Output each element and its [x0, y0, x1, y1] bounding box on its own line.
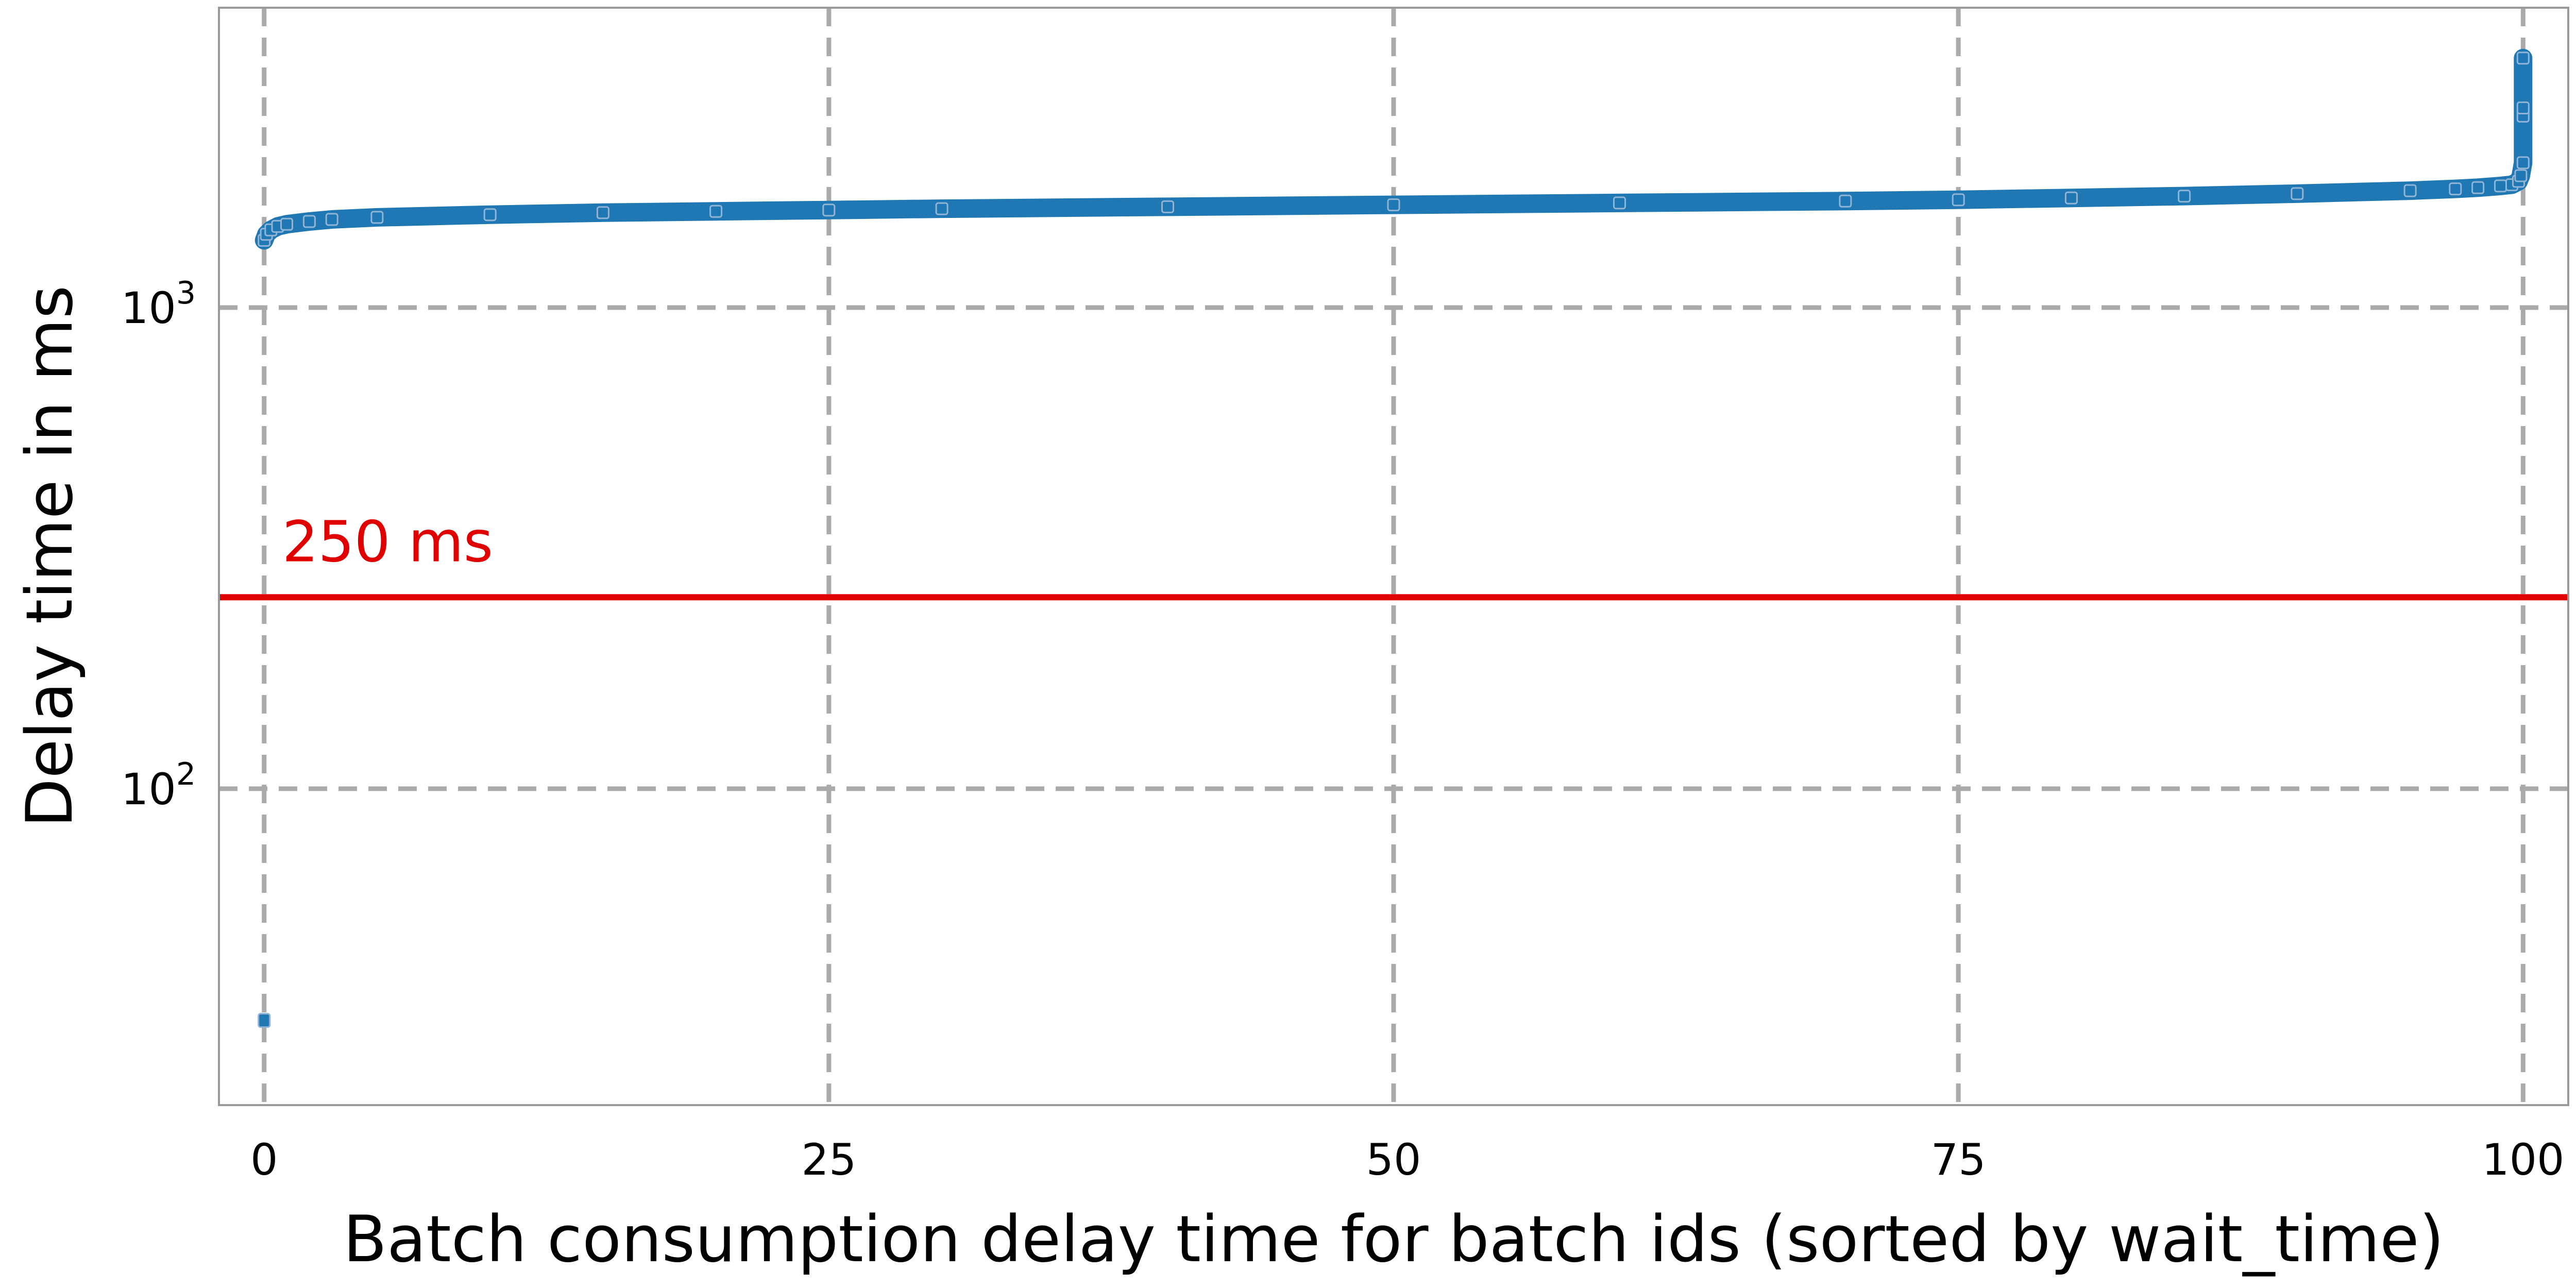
- data-point: [596, 206, 609, 219]
- data-point: [1387, 198, 1400, 212]
- data-point: [280, 217, 293, 231]
- data-point: [2516, 101, 2530, 114]
- data-point: [2064, 191, 2078, 205]
- data-point: [302, 215, 316, 228]
- data-point: [1839, 194, 1852, 208]
- plot-frame: [218, 7, 2569, 1106]
- y-tick-label: 103: [121, 275, 196, 333]
- data-point: [483, 208, 497, 222]
- data-point: [1952, 193, 1965, 207]
- data-point: [2471, 181, 2485, 194]
- x-tick-label: 25: [801, 1134, 856, 1185]
- data-point: [2514, 169, 2528, 182]
- data-point: [935, 202, 948, 215]
- data-point: [2494, 179, 2507, 193]
- data-points: [255, 48, 2533, 1028]
- data-point: [2403, 184, 2417, 197]
- x-tick-label: 0: [250, 1134, 278, 1185]
- data-point: [822, 204, 836, 217]
- y-axis-title: Delay time in ms: [13, 285, 87, 827]
- reference-lines: 250 ms: [219, 509, 2568, 601]
- data-point: [2449, 182, 2462, 196]
- data-point: [1161, 200, 1174, 213]
- data-point: [325, 213, 338, 226]
- data-point: [370, 211, 384, 224]
- x-tick-labels: 0 25 50 75 100: [250, 1134, 2565, 1185]
- data-point: [1613, 196, 1626, 210]
- reference-line-label: 250 ms: [282, 509, 493, 574]
- x-tick-label: 100: [2482, 1134, 2564, 1185]
- y-tick-label: 102: [121, 756, 196, 815]
- x-axis-title: Batch consumption delay time for batch i…: [343, 1202, 2444, 1277]
- x-tick-label: 50: [1366, 1134, 1421, 1185]
- data-point: [709, 205, 723, 218]
- data-point: [2178, 190, 2191, 203]
- data-point: [2291, 187, 2304, 200]
- y-tick-labels: 102 103: [121, 275, 196, 815]
- data-point: [2516, 52, 2530, 65]
- data-point: [2516, 156, 2530, 170]
- grid-lines: [219, 8, 2568, 1105]
- outlier-point: [258, 1013, 271, 1028]
- x-tick-label: 75: [1931, 1134, 1986, 1185]
